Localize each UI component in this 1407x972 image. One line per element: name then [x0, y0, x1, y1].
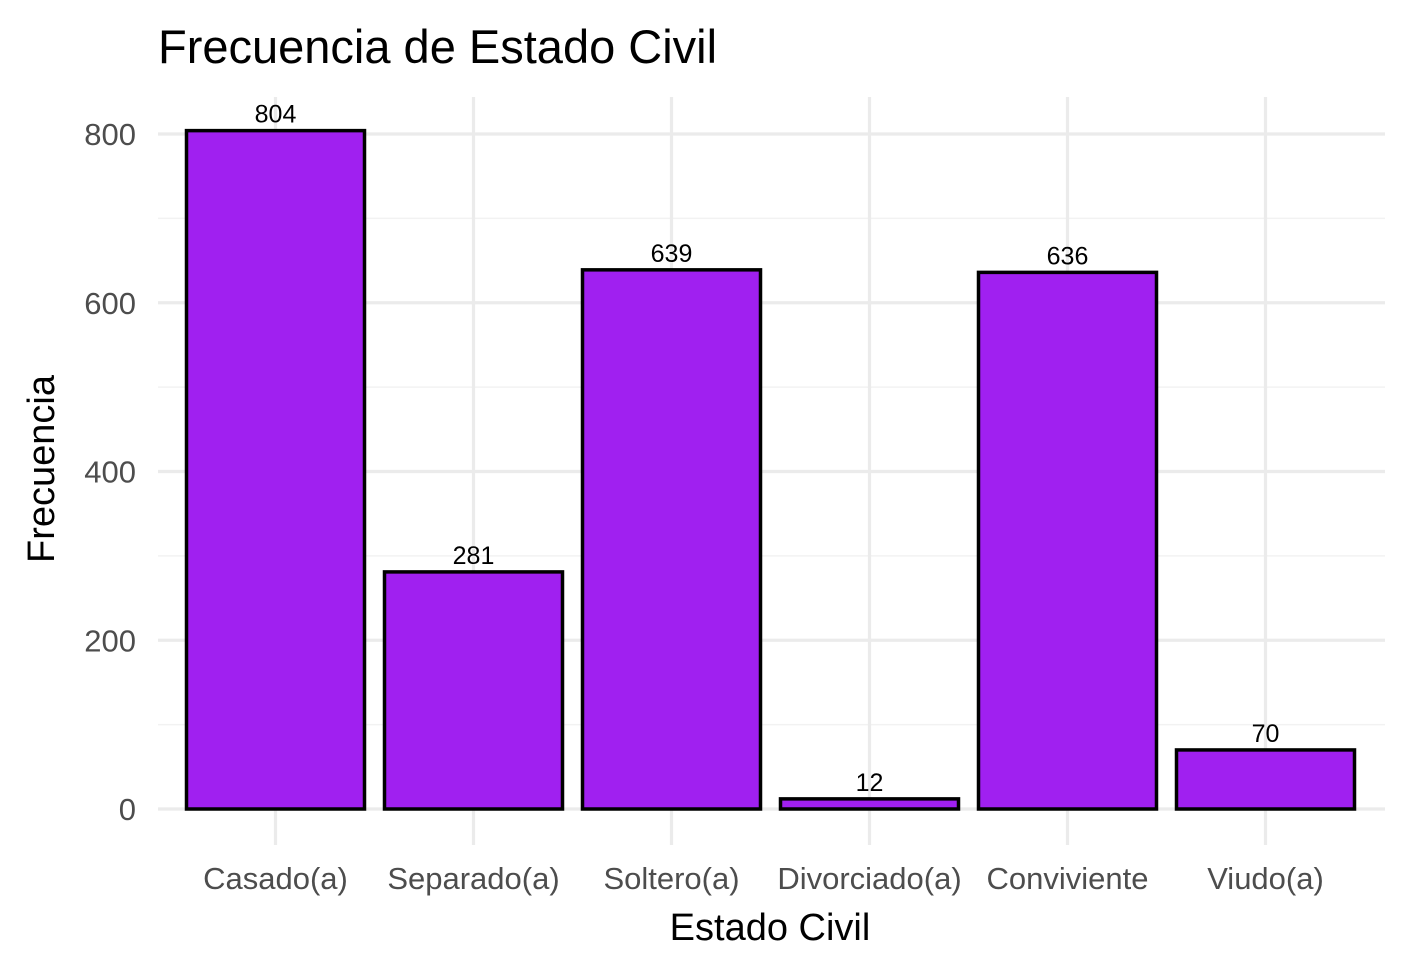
bar-value-label: 639 — [651, 240, 693, 268]
x-axis-title: Estado Civil — [670, 907, 871, 949]
y-tick-label: 800 — [84, 117, 136, 152]
x-tick-label: Divorciado(a) — [777, 861, 961, 896]
bar-soltero-a — [580, 268, 763, 811]
data-labels: 804 281 639 12 636 70 — [255, 101, 1280, 797]
chart-title: Frecuencia de Estado Civil — [158, 20, 717, 73]
y-axis-title: Frecuencia — [21, 374, 63, 563]
bar-value-label: 636 — [1047, 242, 1089, 270]
y-tick-label: 400 — [84, 455, 136, 490]
bar-value-label: 804 — [255, 101, 297, 129]
x-tick-label: Viudo(a) — [1207, 861, 1324, 896]
bar-value-label: 70 — [1252, 720, 1280, 748]
bar-separado-a — [382, 570, 565, 811]
y-axis-ticks: 0 200 400 600 800 — [84, 117, 136, 827]
x-axis-ticks: Casado(a) Separado(a) Soltero(a) Divorciado… — [203, 861, 1324, 896]
bar-conviviente — [976, 270, 1159, 811]
x-tick-label: Conviviente — [987, 861, 1149, 896]
y-tick-label: 600 — [84, 286, 136, 321]
bars — [184, 128, 1357, 811]
x-tick-label: Soltero(a) — [603, 861, 739, 896]
bar-value-label: 12 — [856, 769, 884, 797]
bar-viudo-a — [1174, 748, 1357, 811]
y-tick-label: 200 — [84, 623, 136, 658]
y-tick-label: 0 — [119, 792, 136, 827]
bar-divorciado-a — [778, 797, 961, 811]
x-tick-label: Separado(a) — [387, 861, 559, 896]
x-tick-label: Casado(a) — [203, 861, 348, 896]
bar-casado-a — [184, 128, 367, 811]
bar-value-label: 281 — [453, 542, 495, 570]
